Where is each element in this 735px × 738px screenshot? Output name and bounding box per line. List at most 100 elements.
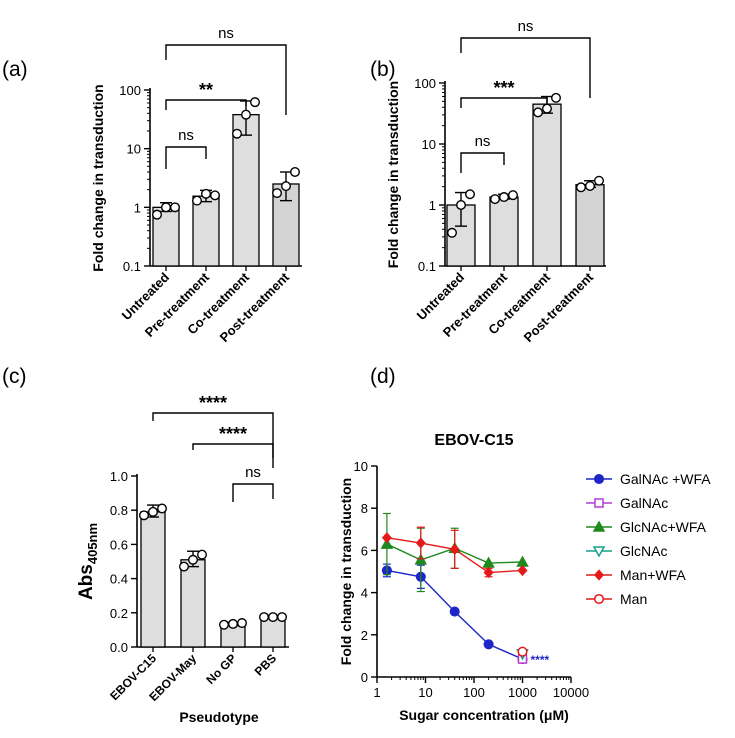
legend-marker — [593, 569, 605, 581]
data-point — [272, 188, 283, 199]
data-point — [594, 175, 605, 186]
data-point — [483, 566, 494, 579]
data-point — [240, 109, 251, 120]
data-point — [209, 190, 220, 201]
data-point — [499, 192, 510, 203]
x-axis-label: Pseudotype — [179, 709, 259, 725]
x-tick-label: 10000 — [553, 685, 589, 700]
data-point — [169, 202, 180, 213]
data-point — [542, 103, 553, 114]
y-tick-label: 0.0 — [110, 640, 128, 655]
significance-label: ns — [178, 127, 194, 144]
bar-3 — [575, 184, 605, 267]
significance-bracket — [232, 483, 274, 502]
y-tick-label: 8 — [361, 501, 368, 516]
data-point — [585, 180, 596, 191]
data-point — [381, 532, 392, 544]
x-tick-label: PBS — [252, 651, 279, 678]
data-point — [187, 554, 198, 565]
chart-title: EBOV-C15 — [434, 432, 513, 449]
significance-bracket — [460, 152, 505, 173]
y-axis-label: Fold change in transduction — [90, 84, 106, 271]
y-tick-label: 0.4 — [110, 572, 128, 587]
data-point — [290, 167, 301, 178]
x-tick-label: 1 — [373, 685, 380, 700]
data-point — [508, 190, 519, 201]
data-point — [160, 202, 171, 213]
y-tick-label: 0.2 — [110, 606, 128, 621]
y-tick-label: 6 — [361, 543, 368, 558]
significance-label: ns — [245, 464, 261, 481]
bar-1 — [489, 196, 519, 267]
data-point — [236, 618, 247, 629]
significance-annotation: **** — [531, 653, 550, 667]
data-point — [151, 209, 162, 220]
bar-1 — [180, 559, 206, 648]
data-point — [277, 612, 288, 623]
data-point — [576, 182, 587, 193]
x-tick-label: 100 — [463, 685, 485, 700]
chart-c: 0.00.20.40.60.81.0Abs405nmPseudotypeEBOV… — [76, 393, 289, 725]
data-point — [449, 606, 460, 617]
significance-bracket — [165, 44, 287, 115]
significance-bracket — [460, 97, 548, 108]
data-point — [380, 537, 394, 549]
data-point — [551, 92, 562, 103]
legend-marker — [593, 593, 605, 605]
y-tick-label: 1.0 — [110, 469, 128, 484]
x-tick-label: Post-treatment — [217, 269, 293, 345]
data-point — [200, 188, 211, 199]
data-point — [138, 510, 149, 521]
data-point — [147, 506, 158, 517]
y-tick-label: 10 — [127, 142, 141, 157]
y-tick-label: 1 — [134, 200, 141, 215]
legend-label: GlcNAc — [620, 543, 667, 559]
data-point — [415, 537, 426, 549]
significance-label: *** — [493, 78, 514, 98]
significance-label: **** — [199, 393, 227, 413]
data-point — [483, 639, 494, 650]
panel-label-b: (b) — [370, 58, 396, 81]
y-axis-label: Fold change in transduction — [385, 81, 401, 268]
significance-label: ns — [518, 18, 534, 35]
y-axis-label-sub: 405nm — [85, 523, 100, 564]
significance-bracket — [460, 37, 591, 98]
y-tick-label: 10 — [354, 459, 368, 474]
legend-label: GalNAc — [620, 495, 668, 511]
data-point — [218, 619, 229, 630]
panel-label-a: (a) — [2, 58, 28, 81]
data-point — [447, 227, 458, 238]
y-axis-label: Abs405nm — [76, 523, 100, 600]
bar-0 — [140, 511, 166, 648]
data-point — [249, 97, 260, 108]
y-tick-label: 1 — [429, 198, 436, 213]
y-tick-label: 0.1 — [123, 259, 141, 274]
y-tick-label: 4 — [361, 586, 368, 601]
legend-marker — [592, 546, 606, 558]
data-point — [281, 181, 292, 192]
panel-label-d: (d) — [370, 365, 396, 388]
y-tick-label: 0 — [361, 670, 368, 685]
significance-label: ns — [475, 133, 491, 150]
data-point — [449, 543, 460, 555]
legend-label: GalNAc +WFA — [620, 471, 711, 487]
legend-marker — [594, 498, 604, 508]
x-tick-label: No GP — [203, 651, 239, 687]
legend-label: Man — [620, 591, 647, 607]
x-axis-label: Sugar concentration (μM) — [399, 707, 569, 723]
data-point — [227, 618, 238, 629]
data-point — [259, 612, 270, 623]
data-point — [231, 128, 242, 139]
x-tick-label: 1000 — [508, 685, 537, 700]
significance-bracket — [165, 146, 207, 169]
chart-d: EBOV-C15 0 2 4 6 8 10 1 10 100 1000 10000 Sugar conc… — [338, 432, 711, 723]
data-point — [465, 189, 476, 200]
y-tick-label: 100 — [119, 83, 141, 98]
data-point — [456, 199, 467, 210]
data-point — [178, 561, 189, 572]
y-tick-label: 0.6 — [110, 537, 128, 552]
data-point — [517, 646, 528, 657]
significance-bracket — [165, 99, 247, 110]
significance-label: ns — [218, 25, 234, 42]
